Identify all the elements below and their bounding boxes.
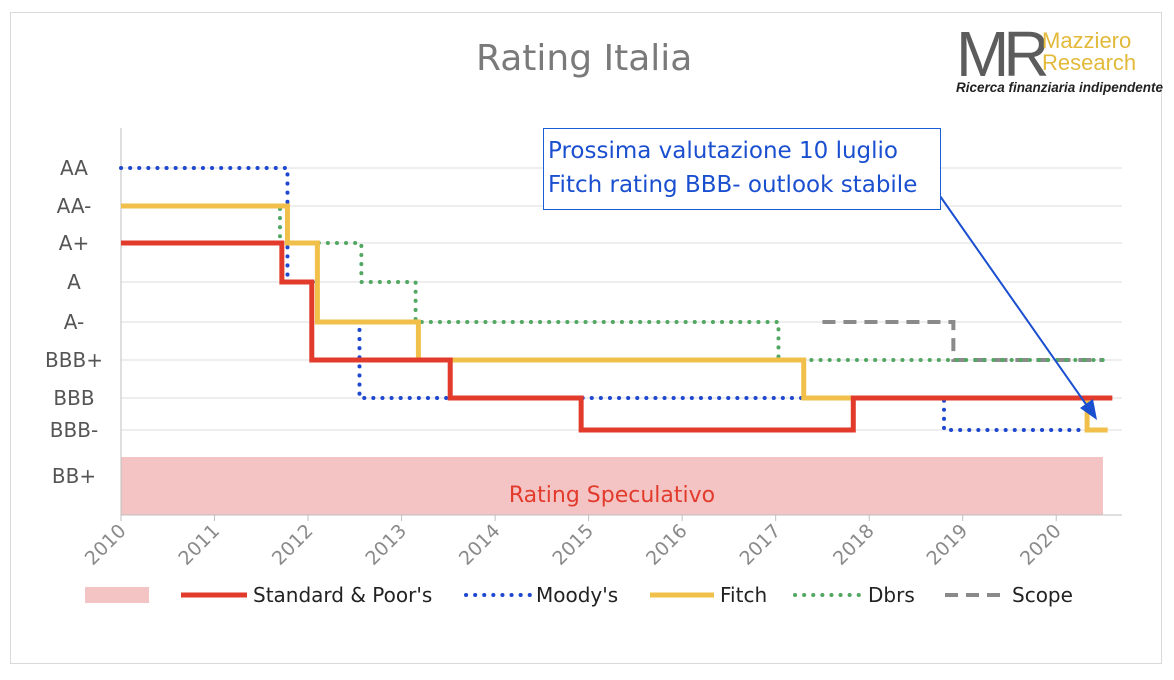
y-tick-label: BBB+ — [45, 348, 103, 372]
y-tick-label: AA- — [57, 194, 92, 218]
logo-name: Mazziero Research — [1042, 30, 1136, 74]
x-tick-label: 2020 — [1016, 520, 1066, 570]
y-tick-label: BB+ — [52, 464, 96, 488]
legend-label: Standard & Poor's — [253, 583, 432, 607]
series-line-dbrs — [217, 204, 1105, 362]
y-tick-label: A+ — [59, 231, 89, 255]
x-tick-label: 2010 — [81, 520, 131, 570]
annotation-line-1: Prossima valutazione 10 luglio — [548, 138, 899, 164]
x-tick-label: 2018 — [829, 520, 879, 570]
annotation-line-2: Fitch rating BBB- outlook stabile — [548, 172, 918, 198]
logo-mark: MR — [956, 18, 1049, 90]
y-tick-label: AA — [60, 156, 88, 180]
annotation-arrow-line — [939, 195, 1091, 411]
y-tick-label: A- — [64, 310, 84, 334]
speculative-zone — [121, 457, 1103, 515]
speculative-zone-label: Rating Speculativo — [509, 483, 715, 508]
x-tick-label: 2012 — [268, 520, 318, 570]
legend-label: Fitch — [720, 583, 767, 607]
y-tick-label: A — [67, 270, 81, 294]
x-tick-label: 2017 — [735, 520, 785, 570]
logo-name-line2: Research — [1042, 50, 1137, 75]
chart-frame — [10, 12, 1162, 664]
x-tick-label: 2015 — [548, 520, 598, 570]
chart-title: Rating Italia — [476, 38, 693, 79]
x-tick-label: 2019 — [922, 520, 972, 570]
annotation-box: Prossima valutazione 10 luglio Fitch rat… — [543, 128, 941, 210]
x-tick-label: 2013 — [361, 520, 411, 570]
legend-label: Scope — [1012, 583, 1073, 607]
x-tick-label: 2016 — [642, 520, 692, 570]
series-line-scope — [822, 320, 1103, 362]
legend-swatch-speculative — [85, 587, 149, 603]
logo-name-line1: Mazziero — [1042, 28, 1132, 53]
logo-tagline: Ricerca finanziaria indipendente — [956, 80, 1164, 95]
logo: MR Mazziero Research Ricerca finanziaria… — [952, 18, 1163, 102]
series-line-standard-poor-s — [121, 240, 1113, 433]
y-tick-label: BBB- — [50, 418, 98, 442]
annotation-arrow-head — [1080, 399, 1097, 420]
legend-label: Moody's — [536, 583, 618, 607]
x-tick-label: 2014 — [455, 520, 505, 570]
legend-label: Dbrs — [868, 583, 915, 607]
x-tick-label: 2011 — [174, 520, 224, 570]
y-tick-label: BBB — [53, 386, 94, 410]
